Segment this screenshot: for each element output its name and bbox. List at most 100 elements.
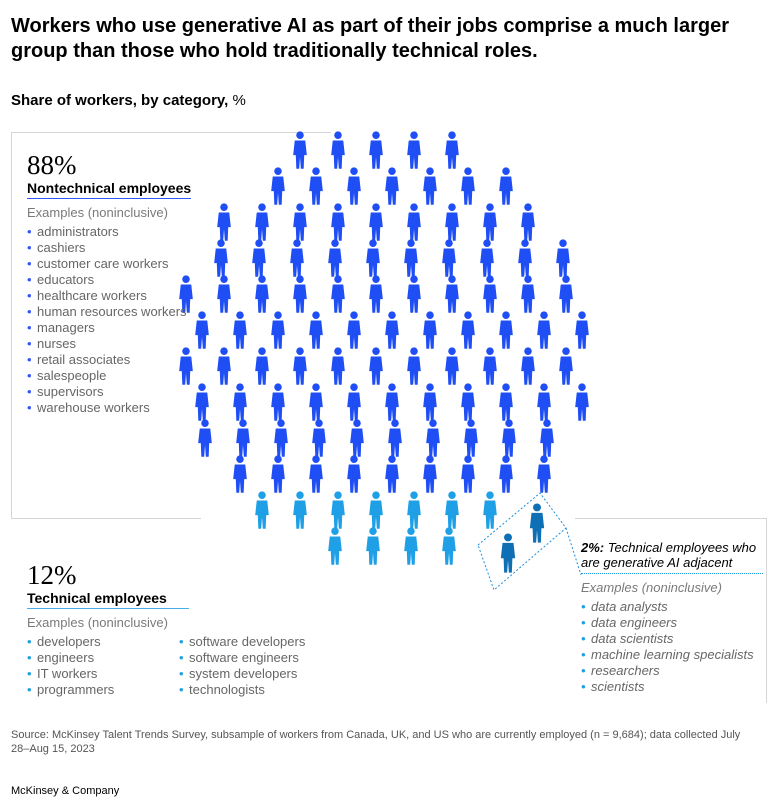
nontechnical-person-icon <box>312 419 326 457</box>
technical-person-icon <box>331 491 345 529</box>
nontechnical-person-icon <box>423 383 437 421</box>
nontechnical-examples-label: Examples (noninclusive) <box>27 205 168 220</box>
source-note: Source: McKinsey Talent Trends Survey, s… <box>11 729 741 755</box>
nontechnical-list-item: supervisors <box>27 384 207 400</box>
nontechnical-person-icon <box>293 275 307 313</box>
nontechnical-person-icon <box>217 203 231 241</box>
adjacent-frame-top <box>575 518 766 519</box>
nontechnical-person-icon <box>388 419 402 457</box>
nontechnical-list-item: retail associates <box>27 352 207 368</box>
adjacent-list-item: scientists <box>581 679 763 695</box>
nontechnical-person-icon <box>369 131 383 169</box>
nontechnical-person-icon <box>575 383 589 421</box>
nontechnical-label: Nontechnical employees <box>27 180 192 199</box>
technical-panel: 12% Technical employees Examples (noninc… <box>27 560 347 698</box>
chart-title: Workers who use generative AI as part of… <box>11 15 729 62</box>
nontechnical-person-icon <box>331 347 345 385</box>
nontechnical-list-item: human resources workers <box>27 304 207 320</box>
nontechnical-person-icon <box>407 203 421 241</box>
adjacent-panel: 2%: Technical employees who are generati… <box>581 540 763 695</box>
chart-subtitle: Share of workers, by category, % <box>11 92 246 109</box>
nontechnical-person-icon <box>290 239 304 277</box>
nontechnical-person-icon <box>502 419 516 457</box>
nontechnical-person-icon <box>499 383 513 421</box>
nontechnical-person-icon <box>369 347 383 385</box>
nontechnical-person-icon <box>404 239 418 277</box>
nontechnical-person-icon <box>559 275 573 313</box>
adjacent-person-icon <box>529 503 545 543</box>
technical-list-col2-item: system developers <box>179 666 305 682</box>
nontechnical-person-icon <box>236 419 250 457</box>
nontechnical-person-icon <box>521 275 535 313</box>
nontechnical-person-icon <box>271 311 285 349</box>
technical-person-icon <box>366 527 380 565</box>
adjacent-list-item: machine learning specialists <box>581 647 763 663</box>
technical-examples-label: Examples (noninclusive) <box>27 615 168 630</box>
technical-person-icon <box>328 527 342 565</box>
technical-person-icon <box>483 491 497 529</box>
technical-person-icon <box>407 491 421 529</box>
nontechnical-person-icon <box>385 167 399 205</box>
technical-list-col1-item: IT workers <box>27 666 179 682</box>
nontechnical-person-icon <box>385 383 399 421</box>
nontechnical-person-icon <box>274 419 288 457</box>
nontechnical-person-icon <box>347 311 361 349</box>
nontechnical-person-icon <box>366 239 380 277</box>
nontechnical-person-icon <box>309 311 323 349</box>
nontechnical-person-icon <box>233 383 247 421</box>
adjacent-pct: 2%: <box>581 540 605 555</box>
nontechnical-person-icon <box>445 131 459 169</box>
brand-logo: McKinsey & Company <box>11 785 120 797</box>
nontechnical-person-icon <box>293 131 307 169</box>
technical-person-icon <box>445 491 459 529</box>
nontechnical-person-icon <box>461 383 475 421</box>
nontechnical-person-icon <box>385 455 399 493</box>
nontechnical-person-icon <box>214 239 228 277</box>
nontechnical-person-icon <box>521 347 535 385</box>
adjacent-examples-label: Examples (noninclusive) <box>581 580 722 595</box>
nontechnical-person-icon <box>385 311 399 349</box>
nontechnical-person-icon <box>293 347 307 385</box>
nontechnical-person-icon <box>217 275 231 313</box>
nontechnical-list-item: healthcare workers <box>27 288 207 304</box>
nontechnical-person-icon <box>233 311 247 349</box>
nontechnical-person-icon <box>499 167 513 205</box>
nontechnical-person-icon <box>331 131 345 169</box>
adjacent-list-item: researchers <box>581 663 763 679</box>
nontechnical-person-icon <box>521 203 535 241</box>
nontechnical-person-icon <box>556 239 570 277</box>
technical-list-col2: software developerssoftware engineerssys… <box>179 634 305 698</box>
technical-list-col1-item: programmers <box>27 682 179 698</box>
adjacent-list-item: data analysts <box>581 599 763 615</box>
nontechnical-list-item: warehouse workers <box>27 400 207 416</box>
nontechnical-person-icon <box>445 347 459 385</box>
technical-list-col1: developersengineersIT workersprogrammers <box>27 634 179 698</box>
nontechnical-person-icon <box>369 275 383 313</box>
nontech-frame-bottom <box>11 518 201 519</box>
nontechnical-person-icon <box>347 383 361 421</box>
nontechnical-person-icon <box>445 203 459 241</box>
adjacent-list-item: data scientists <box>581 631 763 647</box>
adjacent-list-item: data engineers <box>581 615 763 631</box>
nontech-frame-left <box>11 132 12 518</box>
nontechnical-list-item: administrators <box>27 224 207 240</box>
nontechnical-person-icon <box>499 455 513 493</box>
nontechnical-list-item: salespeople <box>27 368 207 384</box>
nontechnical-person-icon <box>271 455 285 493</box>
nontechnical-list-item: cashiers <box>27 240 207 256</box>
technical-list-col2-item: software engineers <box>179 650 305 666</box>
nontechnical-person-icon <box>309 455 323 493</box>
nontechnical-person-icon <box>369 203 383 241</box>
nontechnical-person-icon <box>575 311 589 349</box>
nontechnical-person-icon <box>540 419 554 457</box>
nontechnical-person-icon <box>423 167 437 205</box>
nontechnical-person-icon <box>252 239 266 277</box>
nontechnical-person-icon <box>461 455 475 493</box>
nontechnical-person-icon <box>217 347 231 385</box>
nontechnical-person-icon <box>331 275 345 313</box>
adjacent-frame-right <box>766 518 767 703</box>
nontechnical-person-icon <box>271 167 285 205</box>
nontechnical-person-icon <box>407 275 421 313</box>
nontechnical-person-icon <box>537 383 551 421</box>
